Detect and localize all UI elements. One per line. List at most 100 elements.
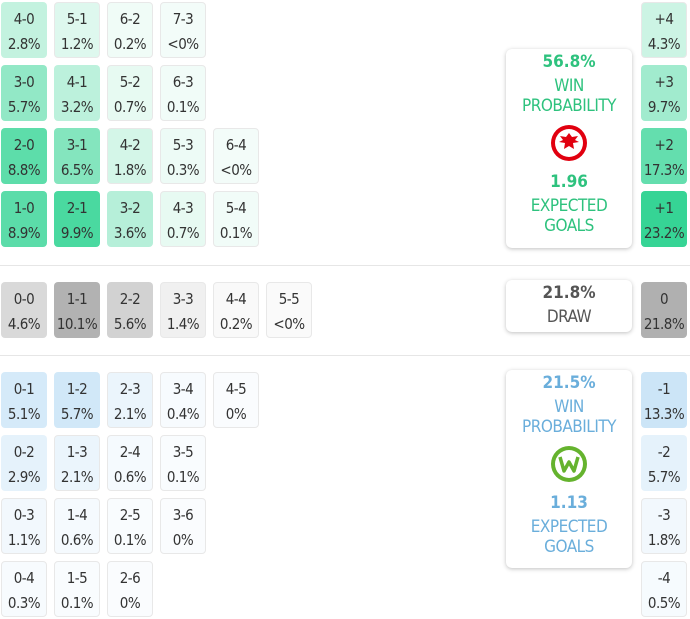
score-cell: 0-3 1.1% (1, 498, 47, 554)
score-cell: 1-4 0.6% (54, 498, 100, 554)
score-cell: 3-1 6.5% (54, 128, 100, 184)
score-cell: 2-0 8.8% (1, 128, 47, 184)
score-cell: 0-2 2.9% (1, 435, 47, 491)
probability-value: 23.2% (643, 224, 685, 242)
score-label: 2-6 (119, 569, 141, 587)
score-label: 7-3 (172, 10, 194, 28)
goal-margin-cell: -3 1.8% (641, 498, 687, 554)
goal-margin-cell: 0 21.8% (641, 282, 687, 338)
probability-value: 0.3% (166, 161, 200, 179)
score-cell: 1-2 5.7% (54, 372, 100, 428)
score-cell: 7-3 <0% (160, 2, 206, 58)
score-label: 3-0 (13, 73, 35, 91)
score-label: 1-4 (66, 506, 88, 524)
score-cell: 4-3 0.7% (160, 191, 206, 247)
score-label: 3-4 (172, 380, 194, 398)
draw-summary-card: 21.8% DRAW (506, 280, 632, 332)
probability-value: 5.7% (60, 405, 94, 423)
score-label: 4-2 (119, 136, 141, 154)
score-cell: 1-3 2.1% (54, 435, 100, 491)
score-cell: 2-6 0% (107, 561, 153, 617)
probability-value: 5.1% (7, 405, 41, 423)
probability-value: 0.5% (647, 594, 681, 612)
score-cell: 5-1 1.2% (54, 2, 100, 58)
score-label: 0-2 (13, 443, 35, 461)
score-label: 1-5 (66, 569, 88, 587)
score-cell: 6-4 <0% (213, 128, 259, 184)
score-cell: 1-0 8.9% (1, 191, 47, 247)
score-cell: 4-0 2.8% (1, 2, 47, 58)
score-cell: 3-0 5.7% (1, 65, 47, 121)
goal-margin-cell: -2 5.7% (641, 435, 687, 491)
eintracht-frankfurt-logo-icon (551, 125, 587, 161)
score-label: 6-3 (172, 73, 194, 91)
score-cell: 5-3 0.3% (160, 128, 206, 184)
probability-value: 2.1% (113, 405, 147, 423)
score-cell: 4-5 0% (213, 372, 259, 428)
probability-value: 0% (119, 594, 141, 612)
score-label: 2-1 (66, 199, 88, 217)
score-label: 3-6 (172, 506, 194, 524)
probability-value: 0.7% (113, 98, 147, 116)
probability-value: 0% (172, 531, 194, 549)
score-label: -4 (657, 569, 671, 587)
goal-margin-cell: +1 23.2% (641, 191, 687, 247)
home-xg: 1.96 (550, 172, 588, 192)
score-cell: 1-1 10.1% (54, 282, 100, 338)
probability-value: 13.3% (643, 405, 685, 423)
score-cell: 3-5 0.1% (160, 435, 206, 491)
goal-margin-cell: -1 13.3% (641, 372, 687, 428)
score-label: 5-2 (119, 73, 141, 91)
score-cell: 3-2 3.6% (107, 191, 153, 247)
probability-value: 1.2% (60, 35, 94, 53)
score-cell: 1-5 0.1% (54, 561, 100, 617)
probability-value: 0.2% (113, 35, 147, 53)
score-cell: 2-2 5.6% (107, 282, 153, 338)
home-win-label: WIN PROBABILITY (521, 76, 617, 116)
divider (0, 265, 690, 266)
score-cell: 4-2 1.8% (107, 128, 153, 184)
score-label: 5-1 (66, 10, 88, 28)
away-win-label: WIN PROBABILITY (521, 397, 617, 437)
score-label: +3 (654, 73, 674, 91)
probability-value: 3.2% (60, 98, 94, 116)
goal-margin-cell: +3 9.7% (641, 65, 687, 121)
goal-margin-cell: +4 4.3% (641, 2, 687, 58)
probability-value: 0.3% (7, 594, 41, 612)
score-label: 0-3 (13, 506, 35, 524)
score-label: 3-5 (172, 443, 194, 461)
probability-value: 0% (225, 405, 247, 423)
probability-value: 1.1% (7, 531, 41, 549)
probability-value: 0.7% (166, 224, 200, 242)
goal-margin-cell: +2 17.3% (641, 128, 687, 184)
score-cell: 3-3 1.4% (160, 282, 206, 338)
score-cell: 0-1 5.1% (1, 372, 47, 428)
probability-value: 4.3% (647, 35, 681, 53)
probability-value: 17.3% (643, 161, 685, 179)
probability-value: <0% (167, 35, 199, 53)
score-cell: 2-3 2.1% (107, 372, 153, 428)
score-label: 2-2 (119, 290, 141, 308)
probability-value: 6.5% (60, 161, 94, 179)
away-summary-card: 21.5% WIN PROBABILITY 1.13 EXPECTED GOAL… (506, 370, 632, 568)
probability-value: 5.7% (647, 468, 681, 486)
probability-value: <0% (273, 315, 305, 333)
score-cell: 5-5 <0% (266, 282, 312, 338)
probability-value: 10.1% (56, 315, 98, 333)
score-label: +4 (654, 10, 674, 28)
score-cell: 3-6 0% (160, 498, 206, 554)
away-xg-label: EXPECTED GOALS (530, 517, 608, 557)
score-cell: 2-1 9.9% (54, 191, 100, 247)
draw-pct: 21.8% (542, 283, 596, 303)
score-label: 4-1 (66, 73, 88, 91)
score-label: 5-3 (172, 136, 194, 154)
score-label: 4-3 (172, 199, 194, 217)
score-label: 2-5 (119, 506, 141, 524)
score-label: 4-5 (225, 380, 247, 398)
probability-value: 0.6% (113, 468, 147, 486)
probability-value: 0.4% (166, 405, 200, 423)
score-cell: 4-4 0.2% (213, 282, 259, 338)
probability-value: 0.1% (166, 98, 200, 116)
away-xg: 1.13 (550, 493, 588, 513)
